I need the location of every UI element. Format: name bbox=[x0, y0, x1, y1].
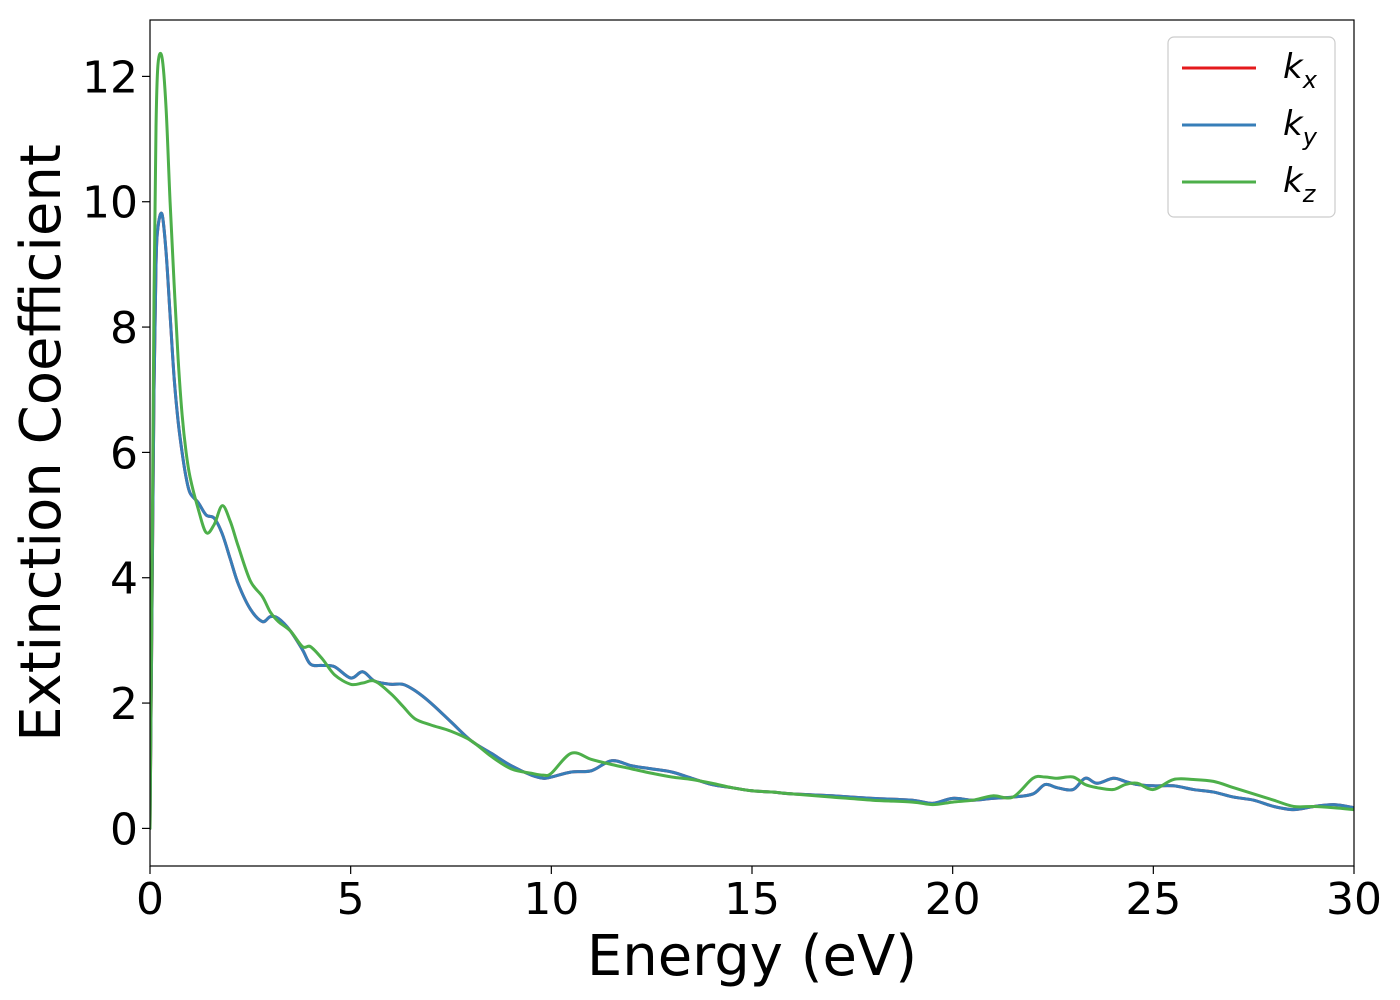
x-tick-label: 25 bbox=[1125, 874, 1181, 925]
series-line-z bbox=[150, 51, 1354, 830]
y-axis: 0 2 4 6 8 10 12 bbox=[82, 52, 150, 855]
legend: kx ky kz bbox=[1167, 36, 1336, 218]
x-tick-label: 15 bbox=[724, 874, 780, 925]
y-tick-label: 10 bbox=[82, 178, 138, 229]
y-tick-label: 2 bbox=[110, 679, 138, 730]
y-tick-label: 4 bbox=[110, 554, 138, 605]
y-tick-label: 6 bbox=[110, 428, 138, 479]
y-tick-label: 12 bbox=[82, 52, 138, 103]
x-tick-label: 0 bbox=[136, 874, 164, 925]
legend-label-y: ky bbox=[1283, 104, 1318, 151]
y-axis-title: Extinction Coefficient bbox=[9, 144, 74, 742]
x-axis-title: Energy (eV) bbox=[587, 924, 917, 989]
x-axis: 0 5 10 15 20 25 30 bbox=[136, 866, 1382, 925]
series-layer bbox=[150, 51, 1354, 830]
legend-label-x: kx bbox=[1283, 47, 1318, 94]
x-tick-label: 5 bbox=[337, 874, 365, 925]
series-line-x bbox=[150, 211, 1354, 830]
series-line-y bbox=[150, 211, 1354, 830]
x-tick-label: 20 bbox=[925, 874, 981, 925]
y-tick-label: 0 bbox=[110, 804, 138, 855]
legend-label-z: kz bbox=[1283, 161, 1317, 208]
x-tick-label: 10 bbox=[523, 874, 579, 925]
legend-box bbox=[1167, 36, 1336, 218]
y-tick-label: 8 bbox=[110, 303, 138, 354]
x-tick-label: 30 bbox=[1326, 874, 1382, 925]
